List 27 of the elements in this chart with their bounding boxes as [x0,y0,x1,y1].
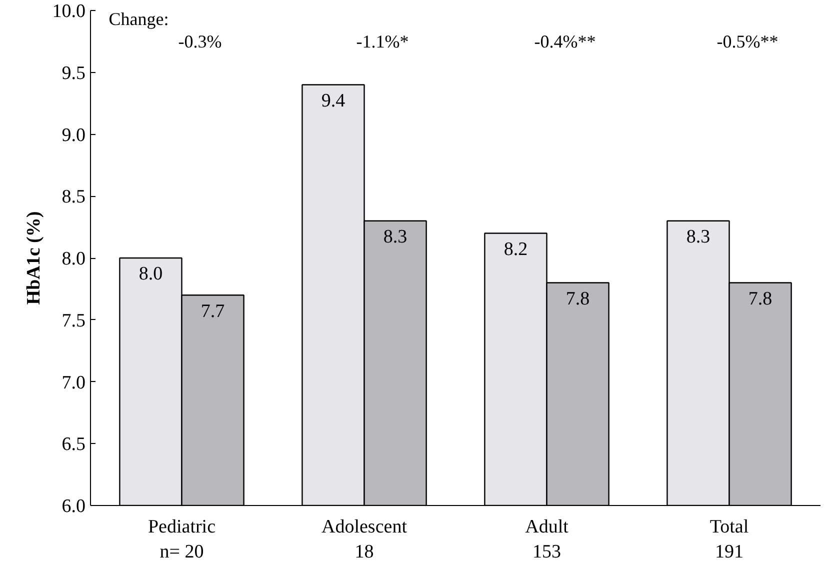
x-tick-label: Total 191 [710,516,749,563]
y-tick-label: 6.0 [62,496,86,517]
y-axis-title: HbA1c (%) [23,211,44,305]
data-label: 8.3 [383,226,408,248]
annotation: -0.3% [178,31,222,52]
y-tick-label: 10.0 [52,1,86,22]
data-label: 9.4 [321,90,346,112]
data-label: 8.2 [504,238,528,260]
y-tick-label: 8.0 [62,248,86,270]
data-label: 8.3 [686,226,710,248]
annotation: Change: [108,9,169,30]
annotation: -0.4%** [534,31,596,52]
y-tick-label: 7.5 [62,310,86,332]
x-tick-label: Adult 153 [525,516,570,563]
y-tick-label: 7.0 [62,372,86,394]
y-tick-label: 9.5 [62,62,86,84]
annotation: -1.1%* [356,31,409,52]
y-tick-label: 8.5 [62,186,86,208]
data-label: 7.8 [566,288,590,310]
data-label: 7.7 [200,300,225,322]
annotation: -0.5%** [716,31,778,52]
data-label: 8.0 [138,264,163,285]
y-tick-label: 6.5 [62,434,86,456]
data-label: 7.8 [748,288,772,310]
y-tick-label: 9.0 [62,124,86,146]
x-tick-label: Pediatric n= 20 [148,516,216,563]
x-tick-label: Adolescent 18 [322,516,408,563]
